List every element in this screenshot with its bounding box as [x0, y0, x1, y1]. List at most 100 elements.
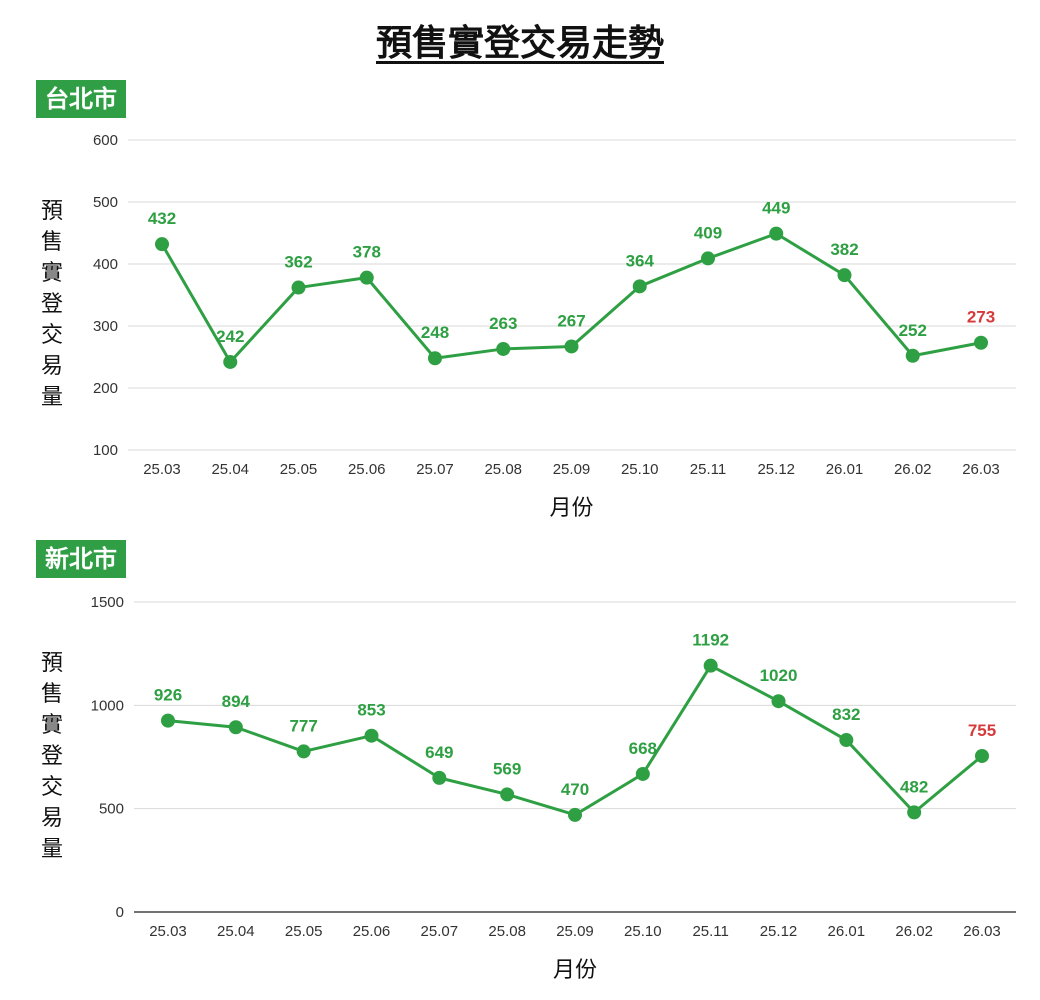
page-title-text: 預售實登交易走勢 — [375, 23, 664, 64]
data-point — [905, 348, 920, 363]
data-point — [359, 270, 374, 285]
data-point — [500, 787, 515, 802]
data-point — [839, 733, 854, 748]
x-tick-label: 25.06 — [353, 923, 391, 940]
y-tick-label: 500 — [93, 194, 118, 211]
data-label: 668 — [629, 739, 657, 758]
x-tick-label: 25.12 — [757, 461, 795, 478]
data-label: 362 — [284, 253, 312, 272]
x-tick-label: 25.09 — [553, 461, 591, 478]
data-label: 248 — [421, 323, 449, 342]
y-tick-label: 400 — [93, 256, 118, 273]
data-label: 449 — [762, 199, 790, 218]
city-badge-newtaipei: 新北市 — [36, 540, 126, 578]
x-tick-label: 25.07 — [416, 461, 454, 478]
data-label: 755 — [968, 721, 996, 740]
data-point — [296, 744, 311, 759]
y-tick-label: 600 — [93, 132, 118, 149]
data-point — [837, 268, 852, 283]
x-tick-label: 25.07 — [421, 923, 459, 940]
y-tick-label: 1000 — [91, 697, 124, 714]
data-point — [703, 658, 718, 673]
x-tick-label: 25.05 — [280, 461, 318, 478]
y-tick-label: 300 — [93, 318, 118, 335]
data-label: 569 — [493, 759, 521, 778]
data-point — [223, 354, 238, 369]
x-tick-label: 25.08 — [488, 923, 526, 940]
data-point — [769, 226, 784, 241]
y-axis-label: 預售實登交易量 — [41, 199, 63, 410]
data-point — [161, 713, 175, 728]
data-point — [701, 251, 715, 266]
data-label: 894 — [222, 692, 251, 711]
data-label: 267 — [557, 311, 585, 330]
x-tick-label: 25.11 — [690, 461, 726, 478]
x-tick-label: 25.04 — [211, 461, 249, 478]
data-point — [428, 351, 442, 366]
x-tick-label: 26.03 — [962, 461, 1000, 478]
data-label: 364 — [626, 251, 655, 270]
x-tick-label: 25.09 — [556, 923, 594, 940]
y-tick-label: 500 — [99, 801, 124, 818]
data-label: 409 — [694, 223, 722, 242]
data-point — [228, 720, 243, 735]
data-label: 432 — [148, 209, 176, 228]
x-tick-label: 26.01 — [828, 923, 866, 940]
data-label: 832 — [832, 705, 860, 724]
y-axis-label: 預售實登交易量 — [41, 651, 63, 862]
data-point — [974, 335, 988, 350]
chart-taipei-svg: 100 200 300 400 500 600 25.03 25.04 25.05 25.06 25… — [41, 132, 1016, 520]
x-tick-label: 25.06 — [348, 461, 386, 478]
chart-taipei: 100 200 300 400 500 600 25.03 25.04 25.05 25.06 25… — [0, 120, 1040, 520]
data-label: 482 — [900, 777, 928, 796]
data-point — [568, 807, 582, 822]
data-label: 1192 — [692, 631, 729, 650]
y-tick-label: 200 — [93, 380, 118, 397]
chart-newtaipei-svg: 0 500 1000 1500 25.03 25.04 25.05 25.06 25.07 25.… — [41, 594, 1016, 983]
x-tick-label: 25.10 — [624, 923, 662, 940]
x-tick-label: 25.03 — [143, 461, 181, 478]
x-tick-label: 25.11 — [692, 923, 728, 940]
data-label: 273 — [967, 308, 995, 327]
x-tick-label: 25.03 — [149, 923, 187, 940]
x-tick-label: 26.02 — [895, 923, 933, 940]
data-point — [496, 341, 511, 356]
data-label: 853 — [357, 701, 385, 720]
x-axis-label: 月份 — [553, 958, 597, 983]
y-tick-label: 100 — [93, 442, 118, 459]
data-point — [291, 280, 306, 295]
page-title: 預售實登交易走勢 — [0, 14, 1040, 66]
data-point — [771, 694, 786, 709]
x-tick-label: 25.08 — [484, 461, 522, 478]
x-tick-label: 25.10 — [621, 461, 659, 478]
data-label: 470 — [561, 780, 589, 799]
data-point — [635, 766, 650, 781]
x-axis-label: 月份 — [549, 496, 593, 520]
data-point — [975, 748, 989, 763]
data-label: 926 — [154, 686, 182, 705]
data-point — [364, 728, 379, 743]
data-label: 263 — [489, 314, 517, 333]
data-label: 1020 — [760, 666, 798, 685]
data-label: 242 — [216, 327, 244, 346]
data-point — [155, 237, 169, 252]
x-tick-label: 26.01 — [826, 461, 864, 478]
y-tick-label: 1500 — [91, 594, 124, 611]
data-label: 649 — [425, 743, 453, 762]
x-tick-label: 25.05 — [285, 923, 323, 940]
data-label: 382 — [830, 240, 858, 259]
city-badge-taipei: 台北市 — [36, 80, 126, 118]
data-label: 777 — [289, 716, 317, 735]
x-tick-label: 25.04 — [217, 923, 255, 940]
chart-newtaipei: 0 500 1000 1500 25.03 25.04 25.05 25.06 25.07 25.… — [0, 582, 1040, 992]
data-point — [432, 770, 447, 785]
data-point — [564, 339, 579, 354]
x-tick-label: 26.02 — [894, 461, 932, 478]
x-tick-label: 25.12 — [760, 923, 798, 940]
y-tick-label: 0 — [116, 904, 124, 921]
data-point — [907, 805, 922, 820]
data-label: 252 — [899, 321, 927, 340]
x-tick-label: 26.03 — [963, 923, 1001, 940]
data-point — [632, 279, 647, 294]
data-label: 378 — [353, 243, 381, 262]
